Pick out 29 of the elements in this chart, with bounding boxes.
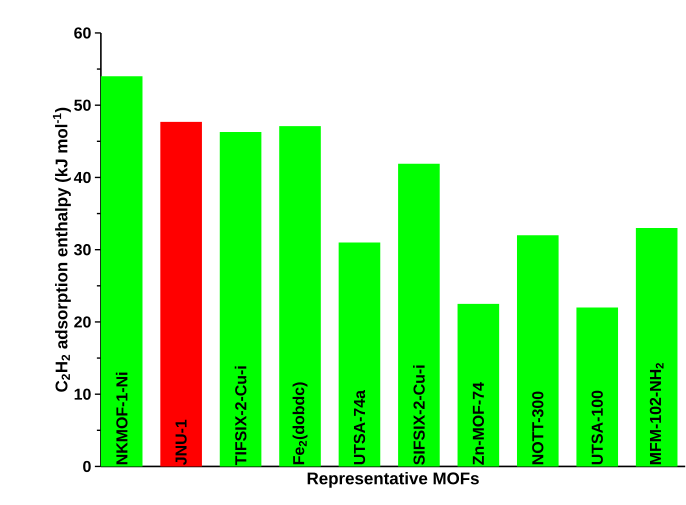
x-tick-label: SIFSIX-2-Cu-i xyxy=(413,365,425,465)
bar xyxy=(398,164,440,466)
bar xyxy=(160,122,202,466)
bar xyxy=(636,228,678,466)
bar xyxy=(576,307,618,466)
x-tick-label: Fe$_{2}$(dobdc) xyxy=(292,382,308,464)
y-tick-label: 10 xyxy=(74,388,91,400)
x-tick-label: JNU-1 xyxy=(176,419,187,465)
y-axis-title: C$_{2}$H$_{2}$ adsorption enthalpy (kJ mol$^{-1}$) xyxy=(52,108,71,392)
bar xyxy=(220,132,262,466)
x-axis-title: Representative MOFs xyxy=(308,472,479,488)
x-tick-label: NOTT-300 xyxy=(532,391,544,464)
y-tick-label: 40 xyxy=(74,172,91,183)
y-tick-label: 0 xyxy=(83,460,91,472)
x-tick-label: UTSA-74a xyxy=(354,390,366,464)
bar xyxy=(458,304,500,466)
bar xyxy=(338,242,380,466)
y-tick-label: 60 xyxy=(74,27,91,38)
x-tick-label: NKMOF-1-Ni xyxy=(116,372,128,464)
x-tick-label: Zn-MOF-74 xyxy=(472,382,484,465)
y-tick-label: 50 xyxy=(74,99,91,111)
x-tick-label: UTSA-100 xyxy=(592,390,603,464)
y-tick-label: 30 xyxy=(74,244,91,256)
y-tick-label: 20 xyxy=(74,316,91,328)
bar xyxy=(279,126,321,466)
bar xyxy=(100,76,142,466)
x-tick-label: MFM-102-NH$_{2}$ xyxy=(650,362,664,464)
bar xyxy=(516,235,559,466)
x-tick-label: TIFSIX-2-Cu-i xyxy=(234,366,246,465)
